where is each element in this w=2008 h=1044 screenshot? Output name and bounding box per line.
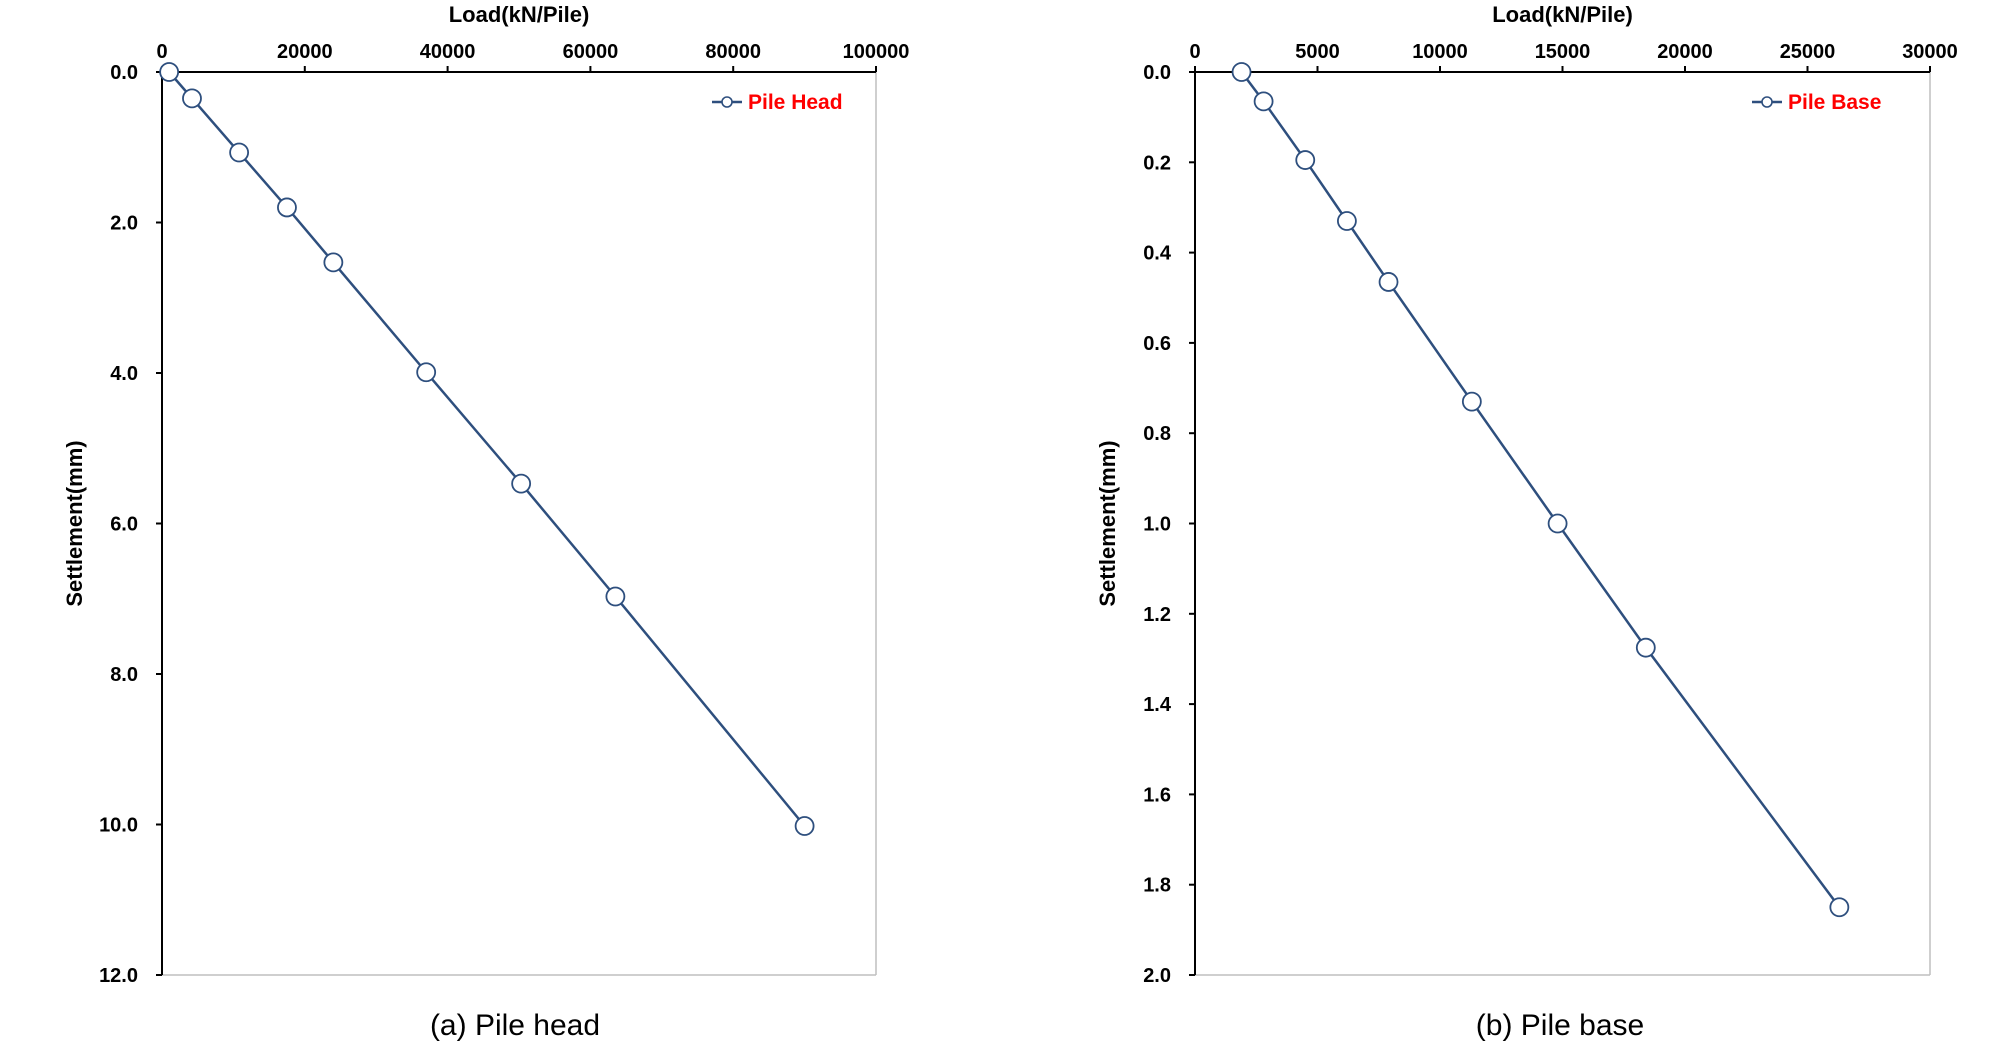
y-tick-label: 2.0 — [1143, 965, 1171, 987]
y-tick-label: 0.2 — [1143, 152, 1171, 174]
y-tick-label: 12.0 — [99, 965, 138, 987]
legend-label: Pile Head — [748, 91, 843, 114]
y-tick-label: 0.0 — [110, 62, 138, 84]
y-tick-label: 8.0 — [110, 664, 138, 686]
x-axis-title: Load(kN/Pile) — [1492, 2, 1633, 27]
data-point — [277, 197, 297, 218]
legend-marker — [1761, 96, 1773, 108]
legend-label: Pile Base — [1788, 91, 1881, 114]
y-tick-label: 1.4 — [1143, 694, 1172, 716]
y-tick-label: 10.0 — [99, 815, 138, 837]
y-tick-label: 4.0 — [110, 363, 138, 385]
x-axis-title: Load(kN/Pile) — [449, 2, 590, 27]
data-point — [1461, 391, 1482, 412]
y-tick-label: 0.6 — [1143, 333, 1171, 355]
chart-caption: (a) Pile head — [430, 1009, 600, 1042]
chart-pile-head: 0 20000 40000 60000 80000 100000 0.0 2.0 4.0 6.0 8… — [62, 2, 909, 1042]
x-tick-label: 0 — [156, 41, 167, 63]
x-tick-label: 60000 — [563, 41, 619, 63]
x-tick-label: 40000 — [420, 41, 476, 63]
x-tick-label: 25000 — [1780, 41, 1836, 63]
y-tick-label: 1.6 — [1143, 784, 1171, 806]
x-tick-label: 20000 — [1657, 41, 1713, 63]
y-tick-label: 2.0 — [110, 213, 138, 235]
data-point — [1253, 91, 1274, 112]
data-point — [1547, 513, 1568, 534]
data-point — [511, 473, 532, 494]
x-tick-label: 5000 — [1295, 41, 1340, 63]
x-tick-label: 100000 — [843, 41, 910, 63]
data-point — [182, 88, 202, 109]
data-point — [1829, 897, 1850, 918]
data-point — [794, 816, 815, 836]
y-axis-title: Settlement(mm) — [62, 440, 87, 606]
y-axis-title: Settlement(mm) — [1095, 440, 1120, 606]
data-point — [1337, 211, 1357, 231]
x-tick-label: 20000 — [277, 41, 333, 63]
data-point — [416, 362, 437, 383]
x-tick-label: 0 — [1189, 41, 1200, 63]
y-tick-label: 6.0 — [110, 514, 138, 536]
chart-pile-base: 0 5000 10000 15000 20000 25000 30000 0.0 0.2 0.4 0… — [1095, 2, 1958, 1042]
data-point — [323, 252, 344, 273]
data-point — [1378, 272, 1399, 292]
data-point — [1295, 150, 1316, 170]
y-tick-label: 0.4 — [1143, 243, 1172, 265]
x-tick-label: 15000 — [1535, 41, 1591, 63]
legend-marker — [721, 96, 733, 108]
data-point — [605, 586, 626, 607]
series-line — [1240, 71, 1841, 909]
data-point — [159, 62, 180, 82]
y-tick-label: 1.2 — [1143, 604, 1171, 626]
data-point — [1635, 637, 1656, 658]
y-tick-label: 1.0 — [1143, 514, 1171, 536]
data-point — [229, 142, 250, 163]
series-line — [168, 71, 806, 827]
data-point — [1231, 62, 1252, 82]
x-tick-label: 10000 — [1412, 41, 1468, 63]
y-tick-label: 1.8 — [1143, 875, 1171, 897]
x-tick-label: 80000 — [705, 41, 761, 63]
chart-caption: (b) Pile base — [1476, 1009, 1644, 1042]
x-tick-label: 30000 — [1902, 41, 1958, 63]
y-tick-label: 0.0 — [1143, 62, 1171, 84]
y-tick-label: 0.8 — [1143, 423, 1171, 445]
